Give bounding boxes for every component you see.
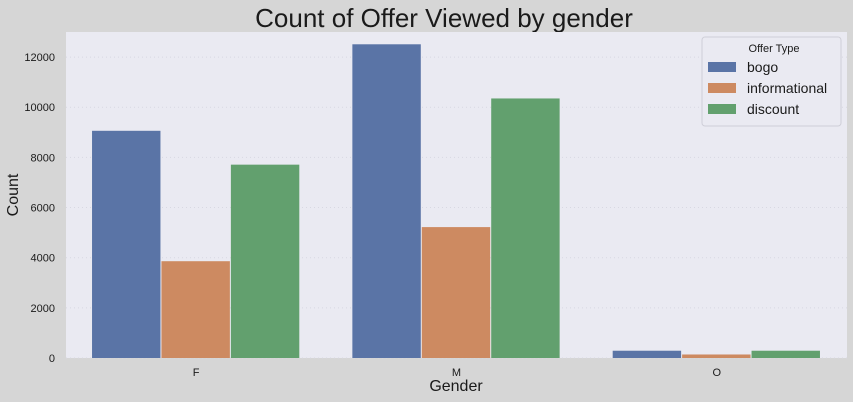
y-tick-label: 2000 bbox=[31, 303, 55, 315]
y-tick-label: 4000 bbox=[31, 253, 55, 265]
bar-bogo-F bbox=[92, 130, 161, 358]
bar-discount-F bbox=[230, 164, 300, 358]
y-axis-ticks: 0 2000 4000 6000 8000 10000 12000 bbox=[24, 52, 55, 365]
legend-label-bogo: bogo bbox=[747, 59, 778, 75]
legend-swatch-informational bbox=[708, 83, 736, 93]
bar-discount-M bbox=[491, 98, 560, 358]
y-tick-label: 0 bbox=[49, 353, 55, 365]
x-tick-label: M bbox=[452, 367, 461, 379]
chart-title: Count of Offer Viewed by gender bbox=[255, 3, 633, 33]
bar-informational-O bbox=[682, 354, 751, 358]
legend-label-informational: informational bbox=[747, 80, 827, 96]
x-axis-label: Gender bbox=[429, 378, 483, 395]
y-tick-label: 12000 bbox=[24, 52, 55, 64]
x-tick-label: F bbox=[193, 367, 200, 379]
bar-bogo-O bbox=[612, 350, 682, 358]
x-tick-label: O bbox=[713, 367, 722, 379]
bar-bogo-M bbox=[352, 44, 421, 359]
y-tick-label: 10000 bbox=[24, 102, 55, 114]
y-tick-label: 6000 bbox=[31, 203, 55, 215]
legend-swatch-discount bbox=[708, 104, 736, 114]
bars bbox=[92, 44, 820, 359]
bar-informational-F bbox=[161, 261, 230, 358]
legend-label-discount: discount bbox=[747, 101, 799, 117]
y-tick-label: 8000 bbox=[31, 152, 55, 164]
legend-box bbox=[701, 36, 842, 127]
y-axis-label: Count bbox=[5, 173, 22, 216]
bar-discount-O bbox=[751, 350, 820, 358]
legend: Offer Type bogo informational discount bbox=[701, 36, 842, 127]
legend-title: Offer Type bbox=[749, 43, 800, 55]
bar-informational-M bbox=[421, 227, 491, 358]
legend-swatch-bogo bbox=[708, 62, 736, 72]
